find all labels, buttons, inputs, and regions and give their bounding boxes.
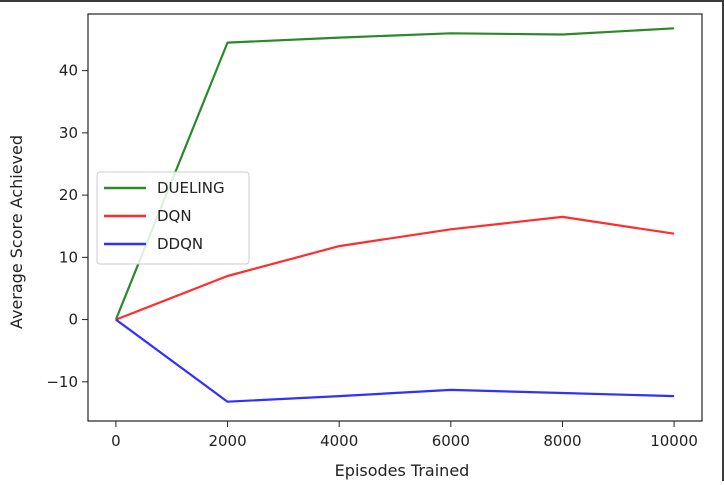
series-line-ddqn bbox=[115, 318, 675, 403]
x-tick-label: 4000 bbox=[320, 432, 358, 450]
legend-label-ddqn: DDQN bbox=[157, 235, 203, 253]
x-tick-label: 2000 bbox=[208, 432, 246, 450]
y-tick-label: −10 bbox=[46, 373, 78, 391]
x-tick-label: 0 bbox=[111, 432, 121, 450]
series-line-dueling bbox=[114, 27, 675, 321]
legend-label-dueling: DUELING bbox=[157, 179, 225, 197]
y-tick-label: 0 bbox=[68, 311, 78, 329]
x-tick-label: 10000 bbox=[650, 432, 698, 450]
legend-label-dqn: DQN bbox=[157, 207, 192, 225]
series-line-dqn bbox=[115, 215, 675, 321]
y-axis-label: Average Score Achieved bbox=[7, 135, 26, 329]
window-top-border bbox=[0, 0, 724, 2]
x-tick-label: 8000 bbox=[543, 432, 581, 450]
y-tick-label: 10 bbox=[59, 248, 78, 266]
series-lines bbox=[114, 27, 675, 403]
window-right-border bbox=[722, 0, 724, 481]
y-axis-ticks: −10 0 10 20 30 40 bbox=[46, 62, 88, 391]
y-tick-label: 40 bbox=[59, 62, 78, 80]
y-tick-label: 30 bbox=[59, 124, 78, 142]
legend: DUELING DQN DDQN bbox=[96, 171, 250, 265]
y-tick-label: 20 bbox=[59, 186, 78, 204]
x-axis-label: Episodes Trained bbox=[335, 461, 470, 480]
x-tick-label: 6000 bbox=[432, 432, 470, 450]
x-axis-ticks: 0 2000 4000 6000 8000 10000 bbox=[111, 421, 698, 450]
legend-box bbox=[96, 171, 250, 265]
